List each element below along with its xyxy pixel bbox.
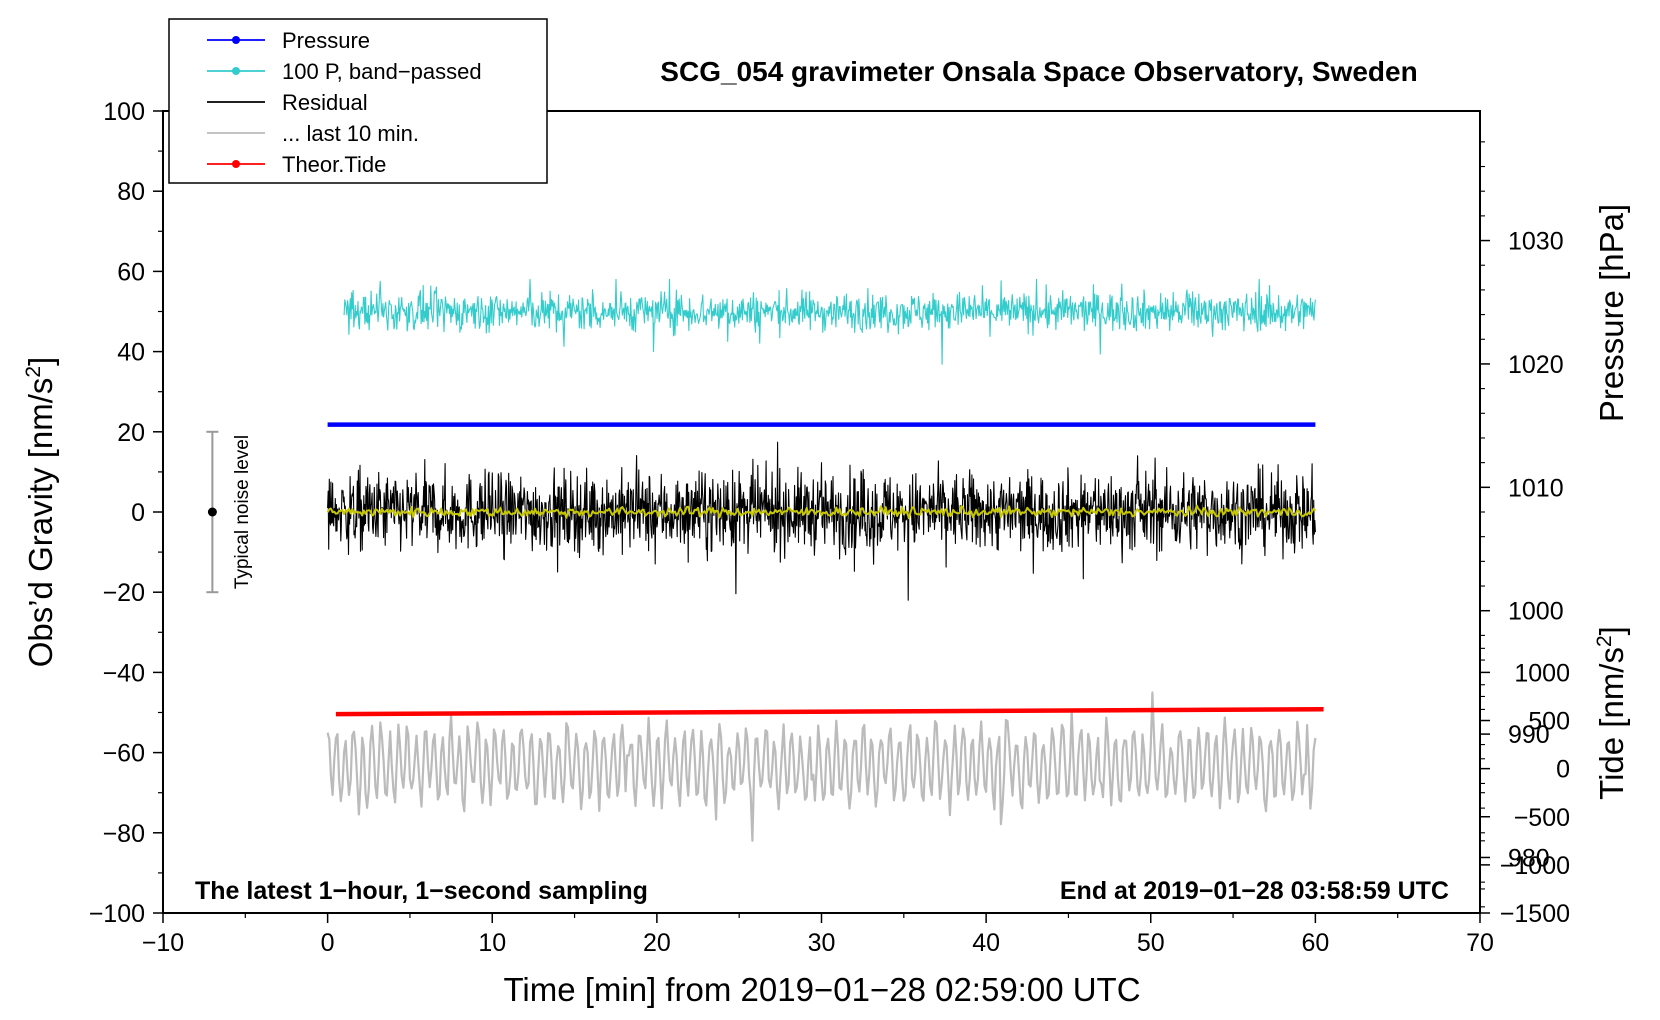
noise-bar-center-dot xyxy=(207,507,217,517)
note-sampling: The latest 1−hour, 1−second sampling xyxy=(195,877,648,905)
series-last-10-min xyxy=(326,691,1317,842)
y-tick-label: 100 xyxy=(103,98,145,126)
y-tick-label: −80 xyxy=(103,820,145,848)
series-theoretical-tide xyxy=(335,707,1324,717)
y-axis-title-pressure: Pressure [hPa] xyxy=(1593,204,1630,422)
series-residual-smoothed xyxy=(326,504,1317,520)
y-axis-title-tide-sup: 2 xyxy=(1593,635,1616,647)
chart-title: SCG_054 gravimeter Onsala Space Observat… xyxy=(660,56,1417,87)
tide-tick-label: −1500 xyxy=(1500,900,1570,928)
x-tick-label: 20 xyxy=(643,929,671,957)
y-axis-title-tide-main: Tide [nm/s xyxy=(1593,647,1630,800)
legend-label: 100 P, band−passed xyxy=(282,59,482,84)
legend-marker xyxy=(232,67,240,75)
x-tick-label: 10 xyxy=(478,929,506,957)
series-layer xyxy=(326,278,1324,842)
pressure-tick-label: 1030 xyxy=(1508,228,1564,256)
y-axis-title-tide: Tide [nm/s2] xyxy=(1593,626,1630,800)
note-end-time: End at 2019−01−28 03:58:59 UTC xyxy=(1060,877,1449,905)
tide-tick-label: −1000 xyxy=(1500,852,1570,880)
y-axis-title-left-main: Obs’d Gravity [nm/s xyxy=(22,378,59,668)
x-tick-label: 50 xyxy=(1137,929,1165,957)
tide-tick-label: 1000 xyxy=(1514,659,1570,687)
y-tick-label: −20 xyxy=(103,579,145,607)
legend-marker xyxy=(232,160,240,168)
y-tick-label: 60 xyxy=(117,258,145,286)
y-axis-title-tide-end: ] xyxy=(1593,626,1630,635)
noise-bar-label: Typical noise level xyxy=(232,435,253,589)
pressure-tick-label: 990 xyxy=(1508,721,1550,749)
x-tick-label: −10 xyxy=(142,929,184,957)
x-tick-label: 0 xyxy=(321,929,335,957)
series-band-passed-pressure xyxy=(343,278,1316,365)
legend-marker xyxy=(232,36,240,44)
y-tick-label: −60 xyxy=(103,740,145,768)
legend-box xyxy=(168,18,548,184)
series-residual xyxy=(327,441,1316,601)
y-axis-title-left: Obs’d Gravity [nm/s2] xyxy=(22,357,59,668)
pressure-tick-label: 1020 xyxy=(1508,351,1564,379)
y-axis-title-left-sup: 2 xyxy=(22,366,45,378)
tide-tick-label: −500 xyxy=(1514,804,1570,832)
x-tick-label: 60 xyxy=(1301,929,1329,957)
x-tick-label: 30 xyxy=(808,929,836,957)
pressure-tick-label: 980 xyxy=(1508,844,1550,872)
legend: Pressure 100 P, band−passed Residual ... la… xyxy=(168,18,548,184)
y-tick-label: 40 xyxy=(117,339,145,367)
tide-tick-label: 500 xyxy=(1528,708,1570,736)
legend-label: Theor.Tide xyxy=(282,152,386,177)
y-tick-label: 0 xyxy=(131,499,145,527)
y-tick-label: −40 xyxy=(103,659,145,687)
y-axis-title-left-end: ] xyxy=(22,357,59,366)
y-tick-label: 80 xyxy=(117,178,145,206)
legend-label: Residual xyxy=(282,90,368,115)
pressure-tick-label: 1010 xyxy=(1508,474,1564,502)
axis-tick-labels: −10 0 10 20 30 40 50 60 70−100−80−60−40−20020406… xyxy=(89,98,1570,957)
x-tick-label: 40 xyxy=(972,929,1000,957)
pressure-tick-label: 1000 xyxy=(1508,598,1564,626)
x-tick-label: 70 xyxy=(1466,929,1494,957)
y-tick-label: −100 xyxy=(89,900,145,928)
y-tick-label: 20 xyxy=(117,419,145,447)
tide-tick-label: 0 xyxy=(1556,756,1570,784)
x-axis-title: Time [min] from 2019−01−28 02:59:00 UTC xyxy=(503,971,1140,1008)
noise-bar: Typical noise level xyxy=(206,430,253,594)
axis-ticks xyxy=(153,110,1490,923)
legend-label: ... last 10 min. xyxy=(282,121,419,146)
legend-label: Pressure xyxy=(282,28,370,53)
